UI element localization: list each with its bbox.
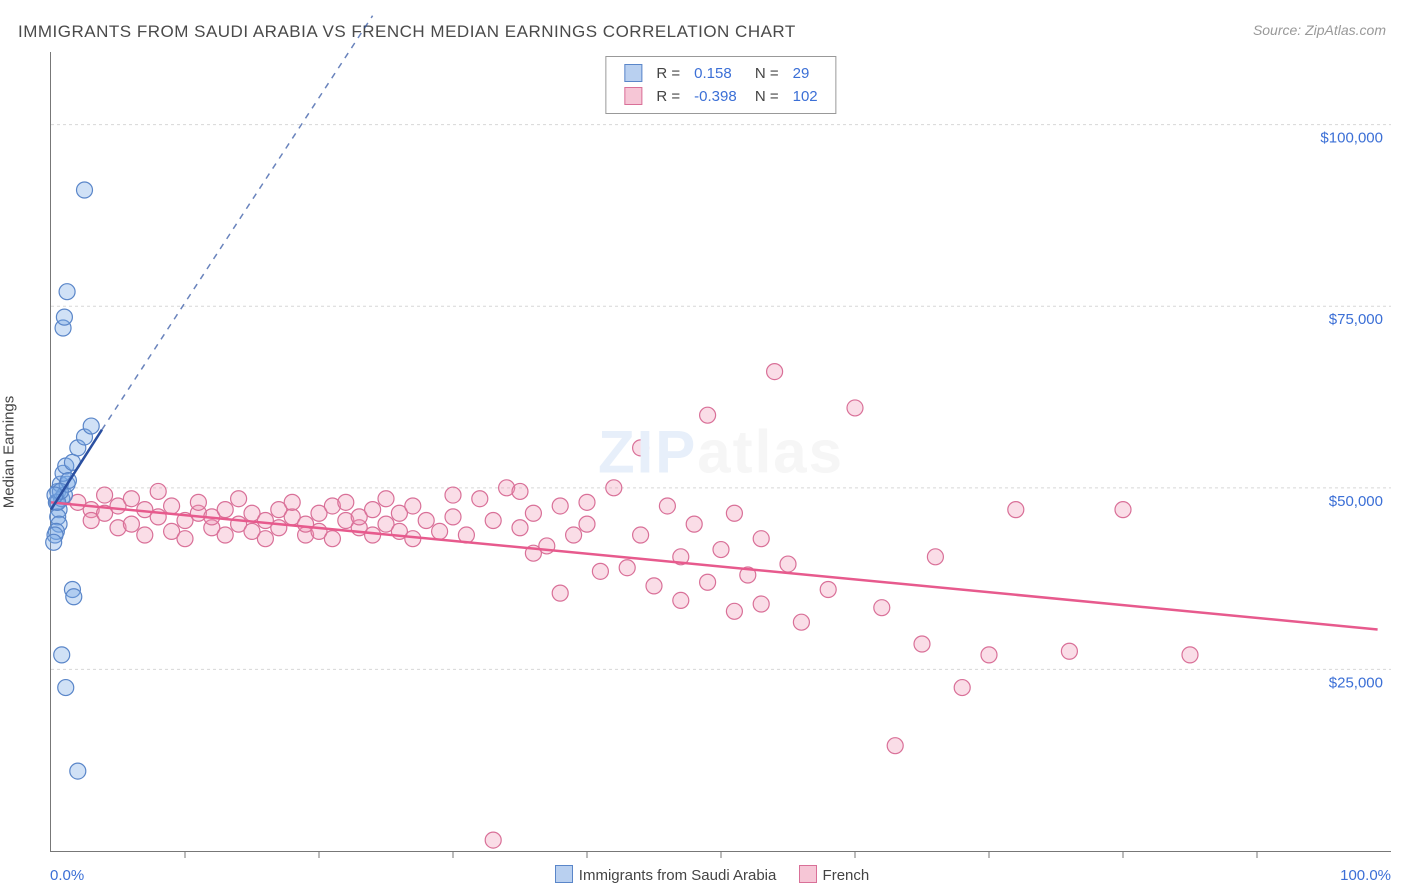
legend-stats: R =0.158 N =29 R =-0.398 N =102 [605, 56, 836, 114]
svg-text:$75,000: $75,000 [1329, 311, 1383, 328]
chart-title: IMMIGRANTS FROM SAUDI ARABIA VS FRENCH M… [18, 22, 796, 42]
svg-text:$50,000: $50,000 [1329, 493, 1383, 510]
plot-area: $25,000$50,000$75,000$100,000 ZIPatlas R… [50, 52, 1391, 852]
chart-container: Median Earnings $25,000$50,000$75,000$10… [15, 52, 1391, 852]
svg-text:$100,000: $100,000 [1320, 130, 1383, 147]
legend-series: Immigrants from Saudi Arabia French [0, 865, 1406, 884]
svg-text:$25,000: $25,000 [1329, 674, 1383, 691]
source-label: Source: ZipAtlas.com [1253, 22, 1386, 38]
y-axis-label: Median Earnings [1, 396, 18, 509]
